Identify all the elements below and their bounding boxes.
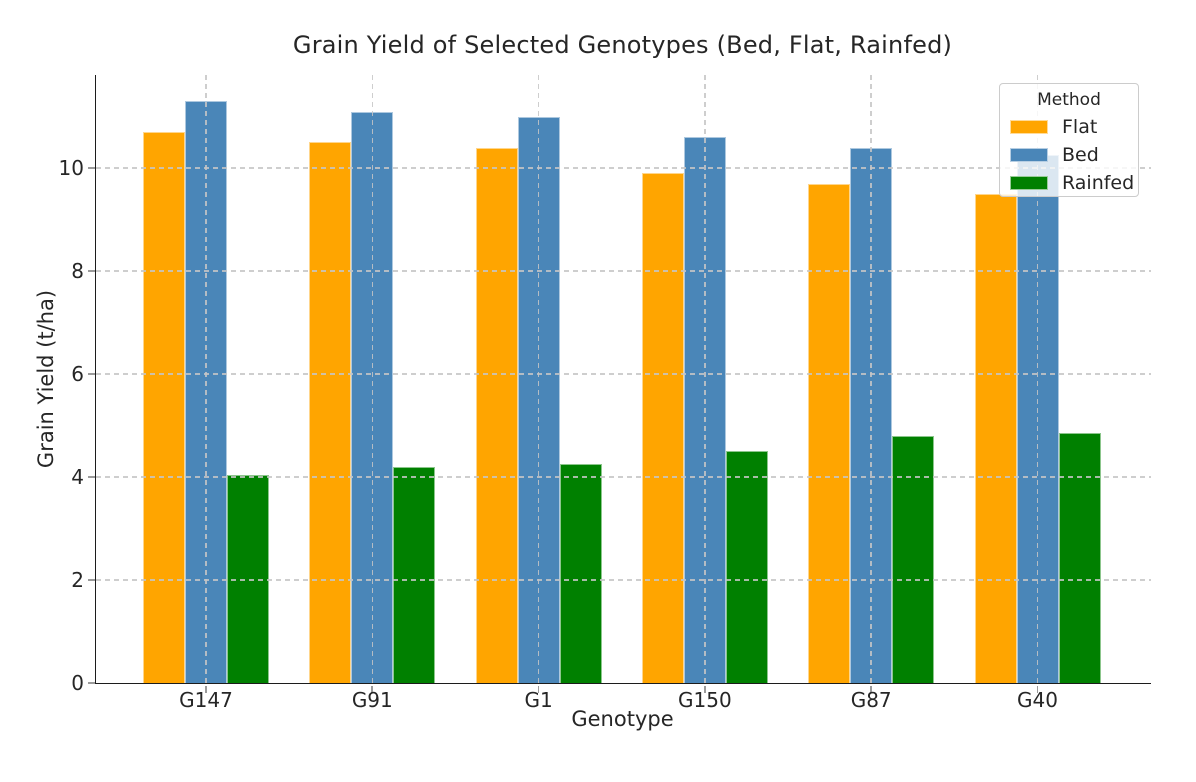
chart-title: Grain Yield of Selected Genotypes (Bed, … [292,31,953,59]
y-tick-0 [88,682,95,684]
legend-swatch-bed [1010,148,1048,162]
x-tick-label-g91: G91 [351,688,393,712]
bar-rainfed-g147 [227,474,269,683]
bar-flat-g40 [974,193,1017,683]
bar-rainfed-g1 [559,464,602,683]
legend-entries: Flat Bed Rainfed [1008,113,1134,197]
y-tick-10 [88,167,95,170]
y-tick-label-8: 8 [71,259,84,284]
x-tick-label-g87: G87 [850,688,892,712]
legend-label-rainfed: Rainfed [1062,172,1135,194]
x-tick-g150 [704,685,706,693]
h-gridline-10 [96,167,1151,169]
y-tick-6 [88,373,95,375]
legend-label-bed: Bed [1062,144,1099,166]
x-tick-g147 [205,685,207,693]
bar-bed-g91 [351,111,394,683]
bar-flat-g147 [143,132,185,683]
bar-flat-g91 [309,142,352,683]
y-tick-label-10: 10 [58,156,84,181]
bar-flat-g87 [808,183,851,683]
y-tick-label-6: 6 [71,362,84,387]
x-tick-label-g150: G150 [678,688,732,712]
legend-row-rainfed: Rainfed [1008,169,1134,197]
y-tick-label-4: 4 [71,465,84,490]
bar-bed-g87 [850,147,893,683]
x-axis-label: Genotype [571,707,674,731]
legend-label-flat: Flat [1062,116,1098,138]
bar-bed-g150 [683,137,726,683]
plot-area: 0 2 4 6 8 10 G147 G91 G1 G150 G87 G40 [59,75,1151,712]
x-tick-label-g1: G1 [524,688,553,712]
x-tick-label-g147: G147 [179,688,233,712]
x-tick-g91 [371,685,374,693]
x-tick-label-g40: G40 [1017,688,1058,712]
y-tick-4 [88,476,95,478]
legend-swatch-rainfed [1010,176,1048,190]
legend-row-flat: Flat [1008,113,1130,141]
bar-rainfed-g87 [892,435,935,683]
bar-bed-g40 [1016,155,1059,683]
x-tick-g1 [537,685,540,693]
bar-bed-g147 [185,101,227,683]
bar-flat-g1 [475,147,518,683]
y-tick-label-2: 2 [71,568,84,593]
x-tick-g87 [870,685,873,693]
legend-title: Method [1037,90,1101,110]
bar-rainfed-g150 [725,451,768,683]
y-tick-label-0: 0 [71,671,84,695]
bar-bed-g1 [517,116,560,683]
bar-rainfed-g91 [393,466,436,683]
x-tick-g40 [1036,685,1039,693]
bar-flat-g150 [641,173,684,683]
bar-rainfed-g40 [1058,433,1101,683]
legend-swatch-flat [1010,120,1048,134]
y-tick-8 [88,270,95,273]
y-tick-2 [88,579,95,581]
legend: Method Flat Bed Rainfed [999,83,1139,197]
legend-row-bed: Bed [1008,141,1130,169]
